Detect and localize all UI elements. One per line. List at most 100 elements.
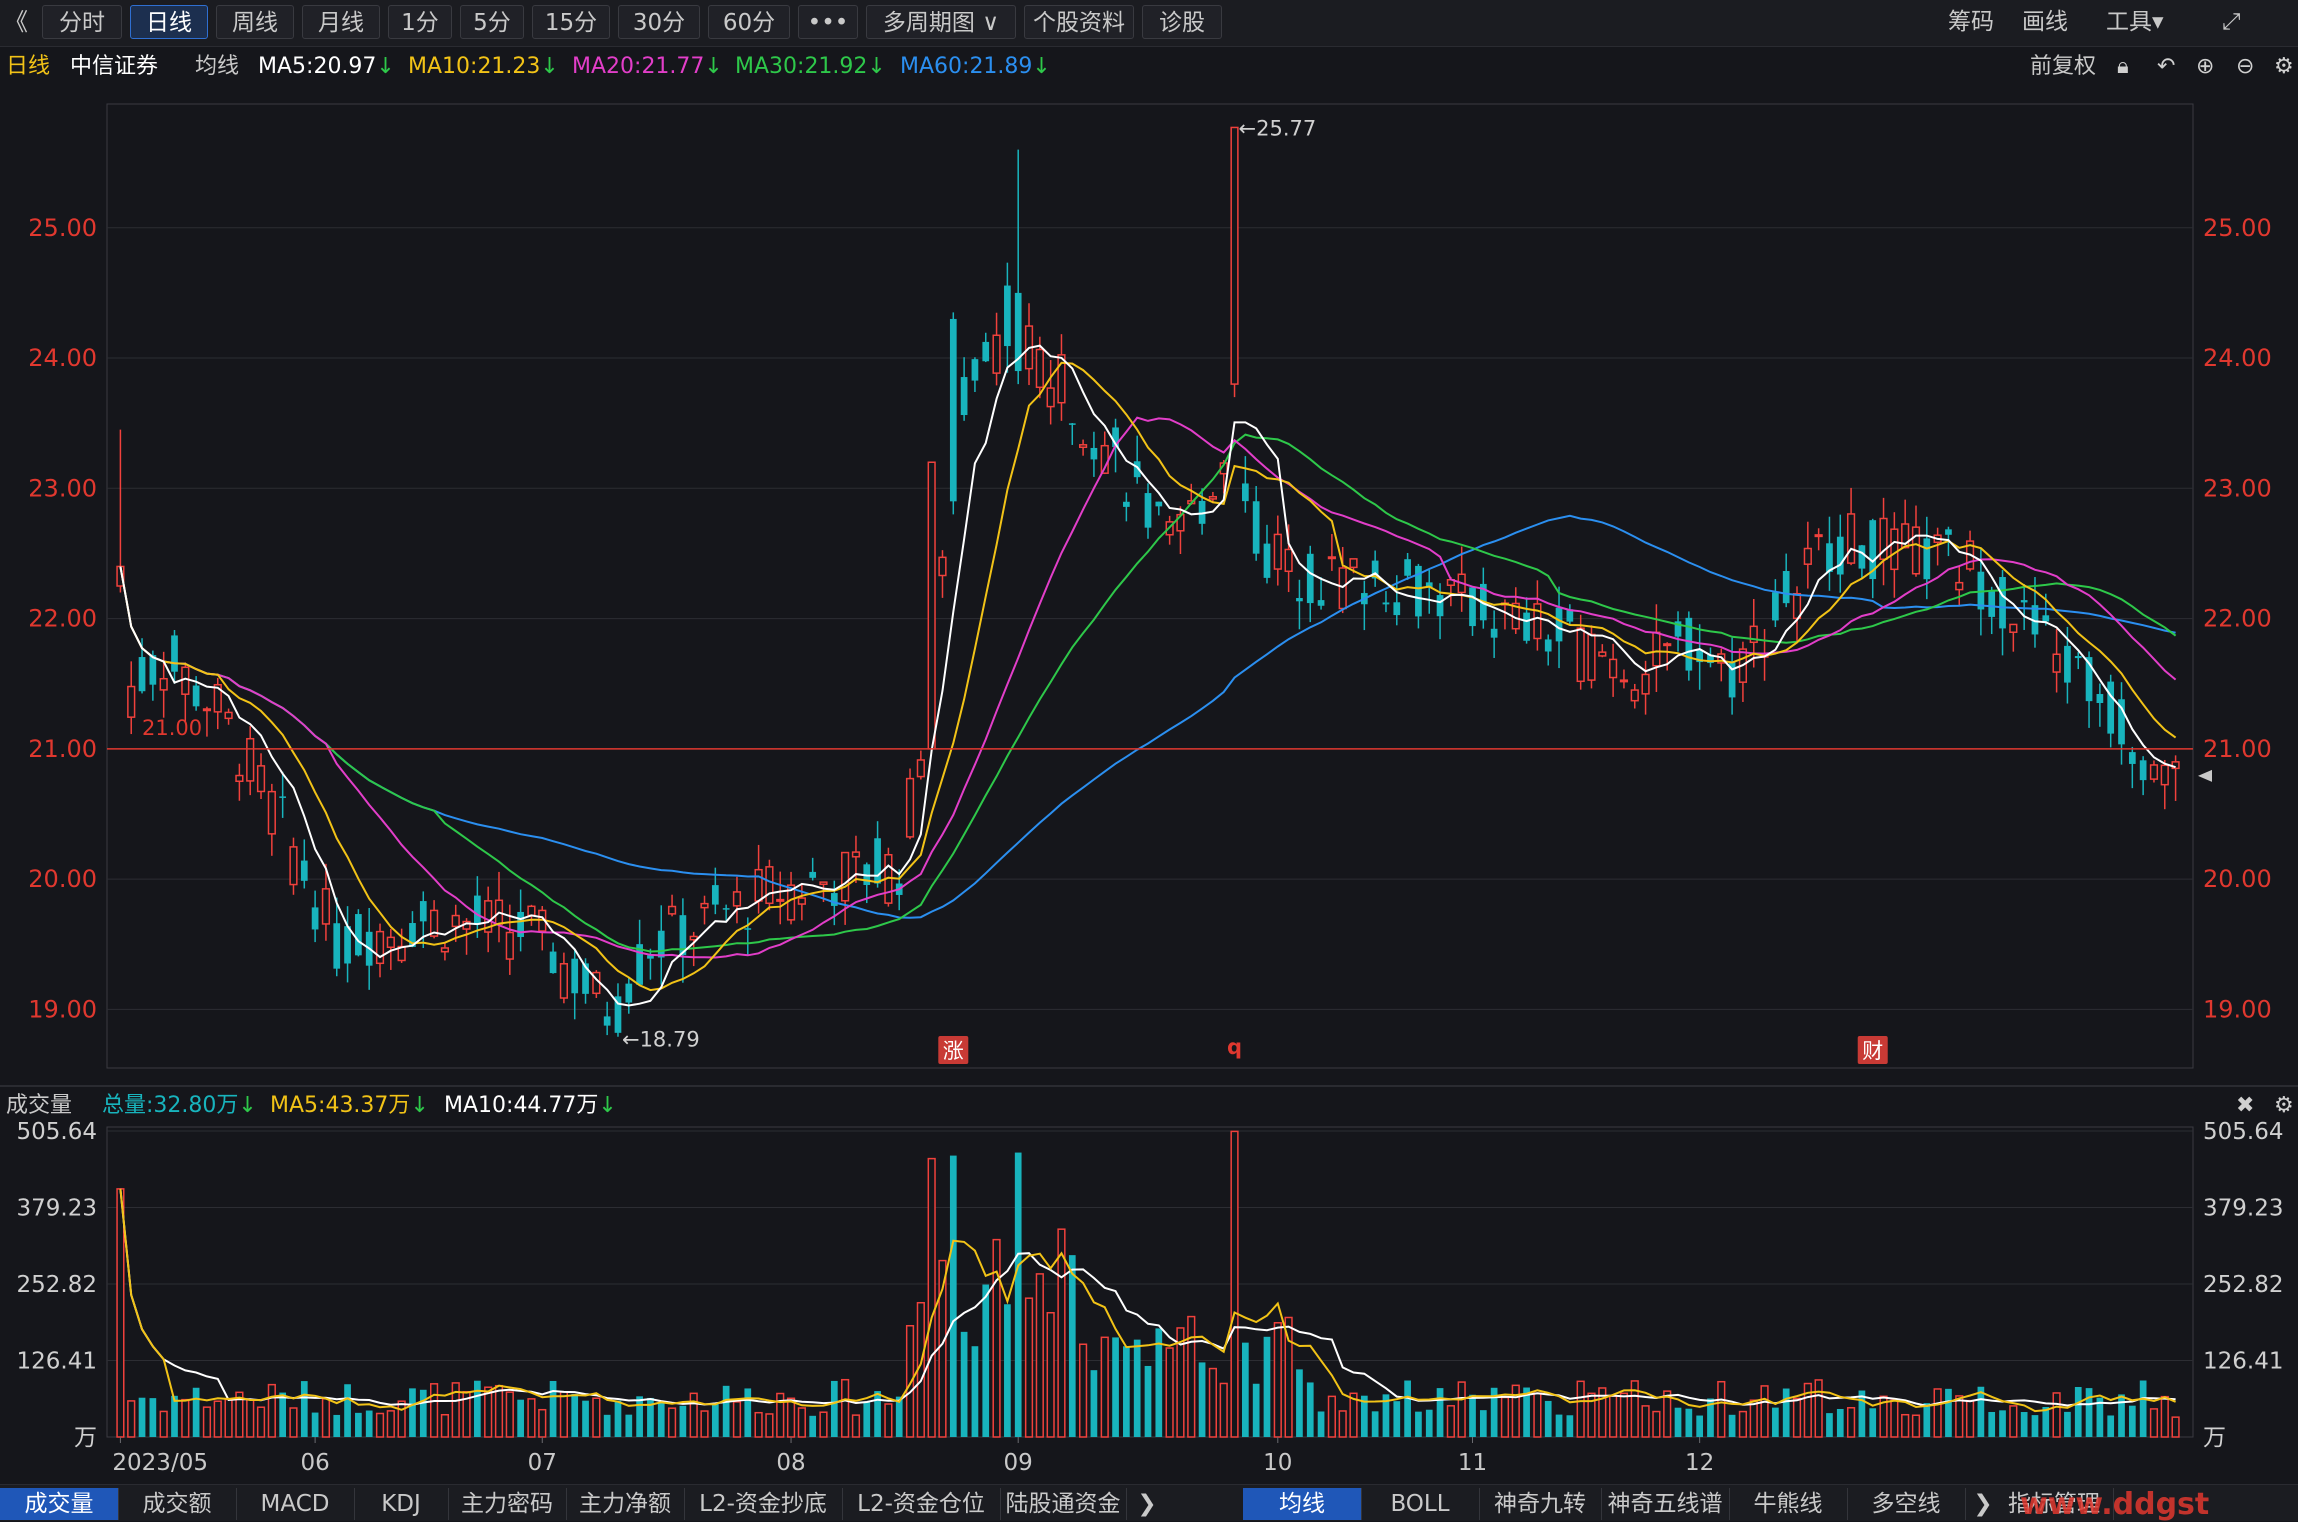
candle-body (2128, 752, 2136, 764)
candle-body (754, 868, 763, 902)
candle-body (1674, 621, 1682, 637)
volume-bar (267, 1383, 276, 1438)
settings-icon[interactable]: ⚙ (2274, 54, 2294, 79)
volume-bar (2139, 1380, 2147, 1437)
undo-icon[interactable]: ↶ (2157, 54, 2176, 79)
candle-body (1728, 661, 1736, 698)
candle-body (202, 708, 212, 712)
indicator-tab-8[interactable]: 陆股通资金 (1000, 1488, 1127, 1520)
kline-chart[interactable]: 25.00 25.00 24.00 24.00 23.00 23.00 22.00 22.00… (0, 0, 2298, 1484)
period-tab-3[interactable]: 月线 (302, 5, 380, 39)
period-tab-2[interactable]: 周线 (216, 5, 294, 39)
date-label: 07 (528, 1450, 557, 1476)
overlay-tab-0[interactable]: 均线 (1243, 1488, 1362, 1520)
period-tab-5[interactable]: 5分 (460, 5, 524, 39)
toolbar-right-0[interactable]: 筹码 (1948, 9, 1994, 35)
volume-bar (1338, 1410, 1347, 1438)
volume-bar (1024, 1297, 1034, 1438)
indicator-tab-3[interactable]: KDJ (354, 1488, 449, 1520)
indicator-label[interactable]: 均线 (195, 54, 240, 79)
volume-bar (971, 1346, 979, 1437)
volume-bar (1123, 1346, 1130, 1437)
volume-bar (116, 1188, 125, 1438)
overlay-tab-3[interactable]: 神奇五线谱 (1601, 1488, 1730, 1520)
period-tab-0[interactable]: 分时 (42, 5, 122, 39)
indicator-tab-5[interactable]: 主力净额 (566, 1488, 685, 1520)
period-tab-8[interactable]: 60分 (708, 5, 790, 39)
date-label: 06 (300, 1450, 329, 1476)
volume-bar (1696, 1415, 1704, 1437)
event-marker: 涨 (943, 1039, 964, 1063)
candle-body (732, 891, 742, 907)
volume-bar (451, 1382, 460, 1438)
candle-body (1296, 598, 1303, 602)
overlay-tab-2[interactable]: 神奇九转 (1479, 1488, 1602, 1520)
toolbar-right-2[interactable]: 工具▾ (2106, 9, 2164, 35)
candle-body (171, 635, 178, 672)
lock-icon[interactable]: 🔒︎ (2117, 54, 2129, 79)
price-tick-left: 23.00 (28, 474, 97, 502)
period-tab-10[interactable]: 多周期图 ∨ (866, 5, 1016, 39)
indicator-tab-7[interactable]: L2-资金仓位 (842, 1488, 1001, 1520)
period-tab-1[interactable]: 日线 (130, 5, 208, 39)
back-icon[interactable]: 《 (4, 8, 28, 36)
volume-bar (2052, 1392, 2061, 1438)
candle-body (1652, 631, 1661, 667)
candle-body (927, 461, 936, 750)
candle-body (1371, 560, 1379, 579)
watermark: www.ddgst (2020, 1487, 2210, 1522)
volume-bar (1901, 1413, 1910, 1438)
candle-body (224, 711, 233, 720)
volume-bar (397, 1400, 406, 1438)
candle-body (1869, 520, 1877, 580)
date-label: 08 (776, 1450, 805, 1476)
volume-bar (321, 1398, 331, 1438)
fullscreen-icon[interactable]: ⤢ (2222, 9, 2241, 35)
volume-bar (386, 1410, 395, 1438)
indicator-tab-0[interactable]: 成交量 (0, 1488, 119, 1520)
volume-bar (851, 1414, 861, 1438)
period-tab-9[interactable]: ••• (798, 5, 858, 39)
overlay-tab-6[interactable]: 指标管理 (1995, 1488, 2114, 1520)
volume-bar (1792, 1397, 1802, 1438)
ma10-line (119, 361, 2177, 992)
volume-bar (213, 1400, 222, 1438)
period-tab-7[interactable]: 30分 (618, 5, 700, 39)
period-label[interactable]: 日线 (6, 54, 51, 79)
volume-bar (1360, 1395, 1368, 1437)
indicator-tab-1[interactable]: 成交额 (118, 1488, 237, 1520)
candle-body (321, 888, 331, 925)
volume-bar (1890, 1399, 1899, 1438)
volume-title[interactable]: 成交量 (6, 1093, 73, 1118)
indicator-tab-6[interactable]: L2-资金抄底 (684, 1488, 843, 1520)
candle-body (1004, 285, 1011, 347)
toolbar-right-1[interactable]: 画线 (2022, 9, 2068, 35)
volume-bar (127, 1400, 136, 1438)
ma10-arrow: ↓ (540, 54, 559, 79)
ma60-arrow: ↓ (1032, 54, 1051, 79)
candle-body (1014, 292, 1022, 372)
period-tab-12[interactable]: 诊股 (1142, 5, 1222, 39)
overlay-tab-5[interactable]: 多空线 (1847, 1488, 1966, 1520)
volume-bar (1803, 1382, 1812, 1438)
period-tab-6[interactable]: 15分 (532, 5, 610, 39)
volume-bar (2107, 1415, 2115, 1437)
period-tab-11[interactable]: 个股资料 (1024, 5, 1134, 39)
zoom-out-icon[interactable]: ⊖ (2236, 54, 2255, 79)
volume-settings-icon[interactable]: ⚙ (2274, 1093, 2294, 1118)
candle-body (2009, 623, 2018, 633)
candle-body (1923, 538, 1931, 580)
tabs-next-icon[interactable]: ❯ (1137, 1491, 1157, 1517)
overlay-tab-4[interactable]: 牛熊线 (1729, 1488, 1848, 1520)
volume-bar (1198, 1362, 1206, 1437)
period-tab-4[interactable]: 1分 (388, 5, 452, 39)
overlay-next-icon[interactable]: ❯ (1973, 1491, 1993, 1517)
zoom-in-icon[interactable]: ⊕ (2196, 54, 2215, 79)
volume-bar (1598, 1387, 1607, 1438)
indicator-tab-4[interactable]: 主力密码 (448, 1488, 567, 1520)
adjust-label[interactable]: 前复权 (2030, 54, 2097, 79)
close-panel-icon[interactable]: ✖ (2236, 1093, 2255, 1118)
overlay-tab-1[interactable]: BOLL (1361, 1488, 1480, 1520)
candle-body (1273, 533, 1282, 570)
indicator-tab-2[interactable]: MACD (236, 1488, 355, 1520)
